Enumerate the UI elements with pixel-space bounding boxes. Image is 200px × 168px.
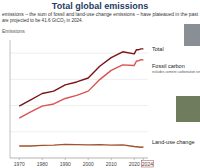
grid-line xyxy=(10,105,148,106)
grid-line xyxy=(10,158,148,159)
x-tick-label: 2020 xyxy=(129,161,140,167)
series-line xyxy=(19,49,143,106)
grid-line xyxy=(10,131,148,132)
x-tick-label: 2010 xyxy=(106,161,117,167)
x-tick-label: 1980 xyxy=(37,161,48,167)
subtitle: are projected to be 41.6 GtCO₂ in 2024. xyxy=(2,18,83,23)
x-tick-label: 2000 xyxy=(83,161,94,167)
series-line xyxy=(19,144,143,147)
legend-label: Total xyxy=(152,46,164,52)
series-line xyxy=(19,60,143,118)
legend-label: Land-use change xyxy=(152,139,195,145)
x-tick-label: 2024 xyxy=(142,161,153,167)
annotation: includes cement carbonation sink xyxy=(152,70,200,74)
y-label: Emissions xyxy=(2,28,25,34)
title: Total global emissions xyxy=(52,1,148,11)
subtitle: emissions – the sum of fossil and land-u… xyxy=(2,12,199,17)
photo xyxy=(176,96,200,122)
x-axis xyxy=(10,158,148,159)
plot-area xyxy=(19,49,143,147)
photo xyxy=(184,24,200,46)
y-axis xyxy=(10,40,11,158)
legend-label: Fossil carbon xyxy=(152,63,185,69)
chart: Total global emissionsemissions – the su… xyxy=(0,0,200,168)
x-tick-label: 1990 xyxy=(60,161,71,167)
tick-highlight xyxy=(141,161,153,168)
x-tick-label: 1970 xyxy=(14,161,25,167)
grid-line xyxy=(10,79,148,80)
